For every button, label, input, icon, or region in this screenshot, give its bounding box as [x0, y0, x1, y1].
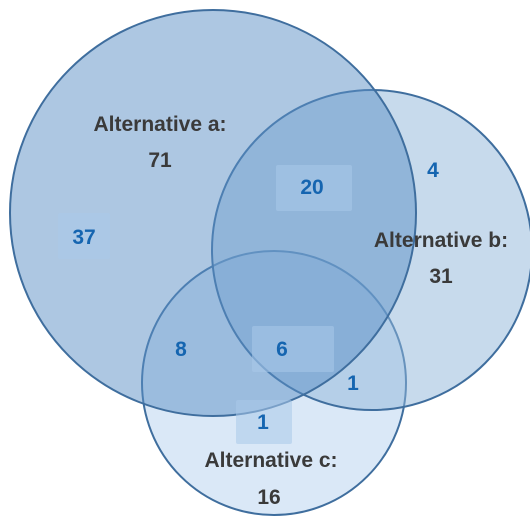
- region-highlight-a-only: [58, 213, 110, 259]
- set-total-c: 16: [257, 486, 280, 509]
- set-label-c: Alternative c:: [204, 449, 337, 472]
- region-value-b-only: 4: [427, 159, 439, 182]
- region-value-a-only: 37: [72, 226, 95, 249]
- set-total-b: 31: [429, 265, 453, 288]
- region-value-abc: 6: [276, 338, 288, 361]
- region-value-c-only: 1: [257, 411, 269, 434]
- set-total-a: 71: [148, 149, 172, 172]
- region-highlight-abc: [252, 326, 334, 372]
- region-highlight-c-only: [236, 400, 292, 444]
- region-value-bc: 1: [347, 372, 359, 395]
- circle-alternative-a: [9, 9, 417, 417]
- set-label-a: Alternative a:: [93, 113, 226, 136]
- region-highlight-ab: [276, 165, 352, 211]
- set-label-b: Alternative b:: [374, 229, 508, 252]
- region-value-ac: 8: [175, 338, 187, 361]
- region-value-ab: 20: [300, 176, 323, 199]
